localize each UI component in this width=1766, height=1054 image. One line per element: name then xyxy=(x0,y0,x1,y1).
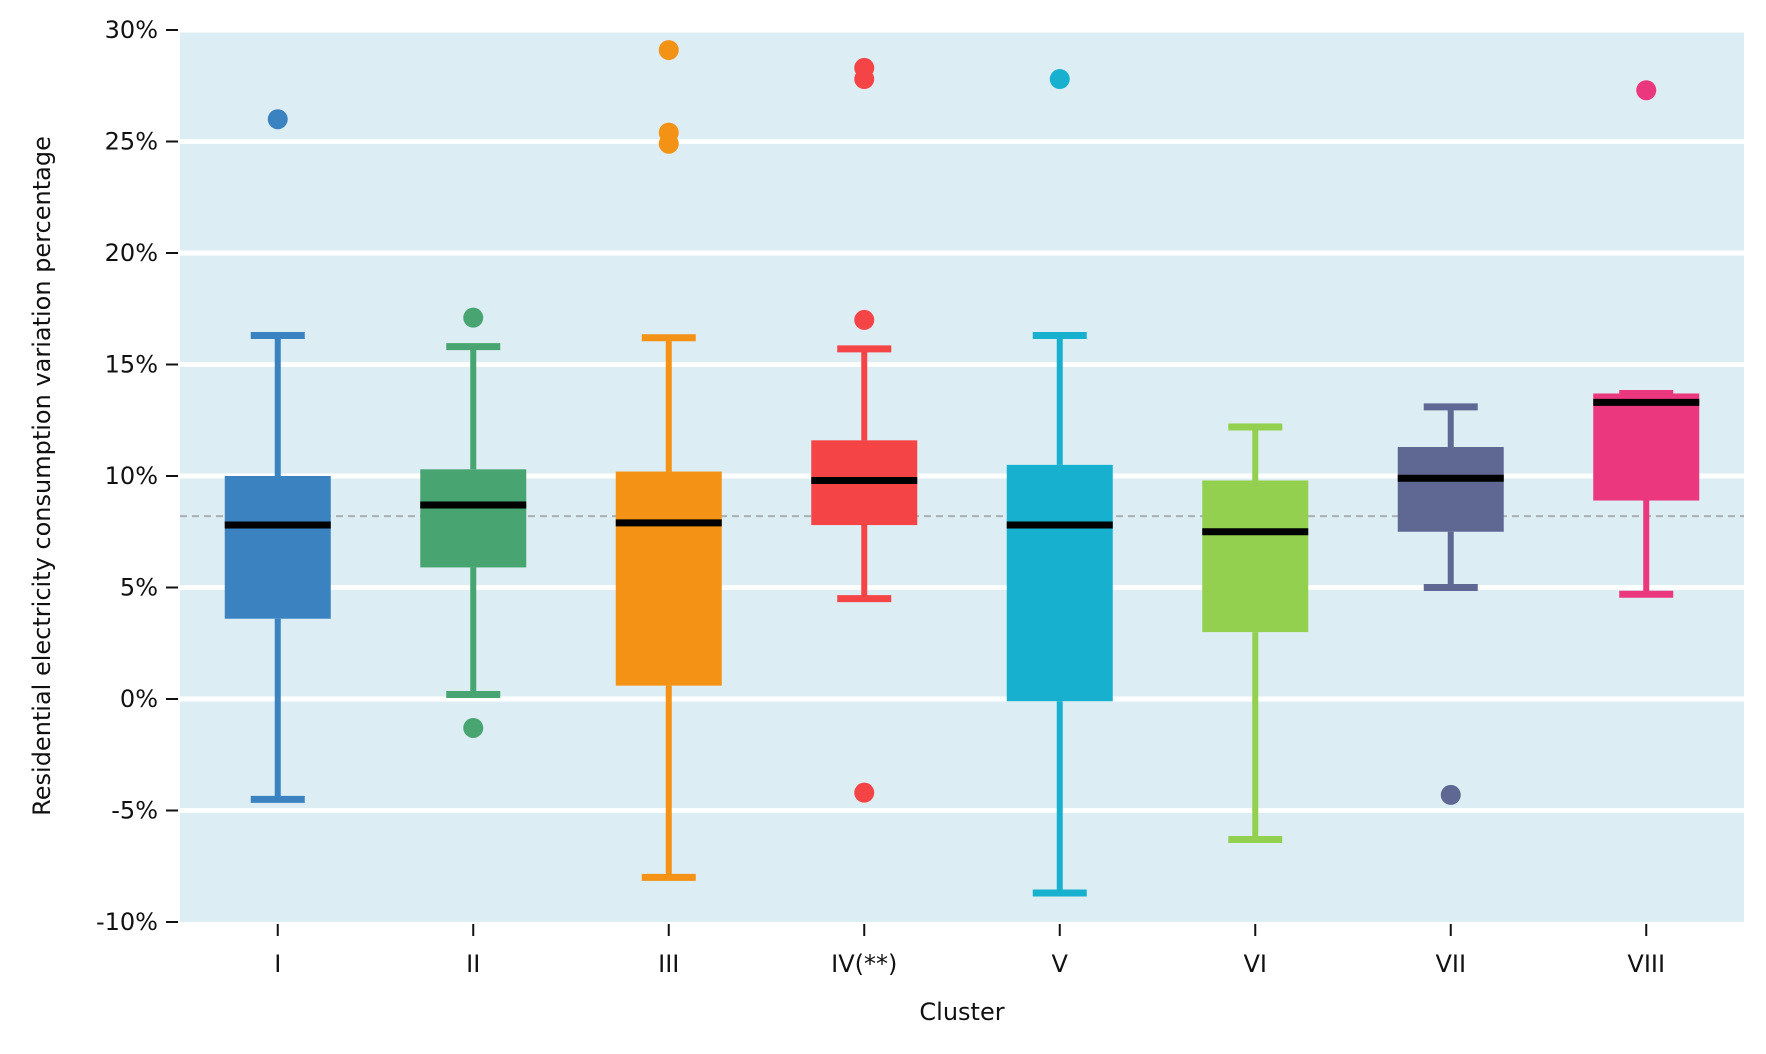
x-tick-label: I xyxy=(274,950,281,978)
boxes xyxy=(224,40,1700,897)
x-tick-label: IV(**) xyxy=(831,950,897,978)
x-tick-label: III xyxy=(658,950,679,978)
y-tick-label: -10% xyxy=(96,908,158,936)
outlier-point xyxy=(854,69,875,90)
box-body xyxy=(1202,480,1309,633)
outlier-point xyxy=(658,40,679,61)
y-tick-label: 0% xyxy=(120,685,158,713)
outlier-point xyxy=(658,133,679,154)
outlier-point xyxy=(1440,784,1461,805)
outlier-point xyxy=(854,309,875,330)
x-tick-label: II xyxy=(466,950,480,978)
box-VIII xyxy=(1593,80,1700,598)
outlier-point xyxy=(267,109,288,130)
x-axis-title: Cluster xyxy=(919,998,1004,1026)
x-tick-label: VII xyxy=(1435,950,1466,978)
y-tick-label: 10% xyxy=(105,462,158,490)
box-body xyxy=(1593,393,1700,501)
outlier-point xyxy=(463,717,484,738)
y-axis-title: Residential electricity consumption vari… xyxy=(28,136,56,816)
box-III xyxy=(615,40,722,881)
outlier-point xyxy=(1636,80,1657,101)
x-tick-label: V xyxy=(1052,950,1069,978)
box-II xyxy=(420,307,527,738)
y-tick-label: -5% xyxy=(111,797,158,825)
box-body xyxy=(224,476,331,619)
y-tick-label: 25% xyxy=(105,128,158,156)
y-tick-label: 15% xyxy=(105,351,158,379)
x-axis: I II III IV(**) V VI VII VIII xyxy=(274,924,1665,978)
outlier-point xyxy=(1049,69,1070,90)
outlier-point xyxy=(854,782,875,803)
box-body xyxy=(615,471,722,686)
y-tick-label: 20% xyxy=(105,239,158,267)
y-tick-label: 30% xyxy=(105,16,158,44)
box-VI xyxy=(1202,423,1309,843)
box-body xyxy=(420,469,527,568)
y-tick-label: 5% xyxy=(120,574,158,602)
outlier-point xyxy=(463,307,484,328)
box-body xyxy=(1397,447,1504,532)
box-body xyxy=(1006,464,1113,702)
x-tick-label: VIII xyxy=(1627,950,1665,978)
box-V xyxy=(1006,69,1113,897)
y-axis: -10% -5% 0% 5% 10% 15% 20% 25% 30% xyxy=(96,16,178,936)
box-IV(**) xyxy=(811,57,918,803)
box-VII xyxy=(1397,403,1504,805)
x-tick-label: VI xyxy=(1244,950,1268,978)
box-I xyxy=(224,109,331,803)
